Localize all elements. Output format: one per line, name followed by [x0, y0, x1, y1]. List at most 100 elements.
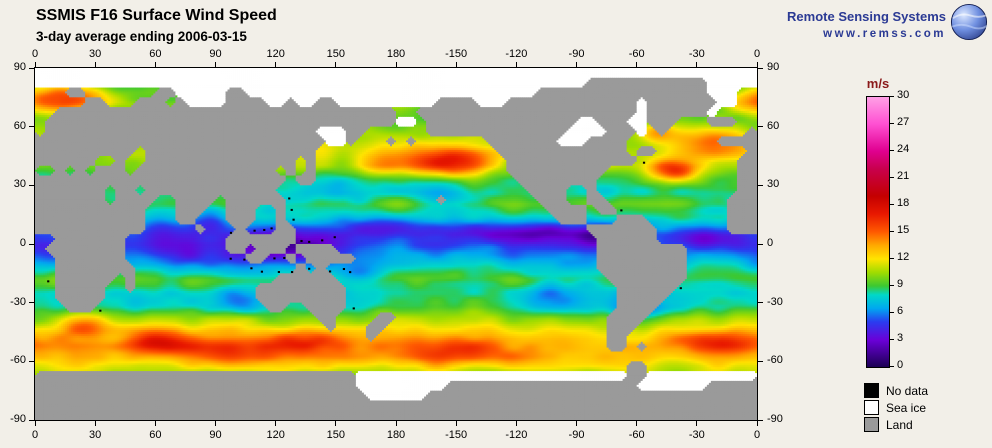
lon-tick-label: 0	[31, 429, 39, 441]
colorbar-tick-label: 6	[897, 305, 904, 317]
legend-item-no-data: No data	[864, 383, 928, 400]
legend-swatch-land	[864, 417, 879, 433]
lon-tick	[455, 421, 457, 426]
page-subtitle: 3-day average ending 2006-03-15	[36, 29, 247, 44]
lon-tick	[94, 62, 96, 67]
lat-tick-label: -90	[767, 413, 783, 425]
colorbar-tick-label: 18	[897, 197, 910, 209]
legend: No data Sea ice Land	[864, 383, 928, 434]
lat-tick	[29, 302, 34, 304]
lat-tick	[29, 360, 34, 362]
legend-label-sea-ice: Sea ice	[886, 400, 927, 415]
lon-tick	[34, 62, 36, 67]
rss-globe-logo	[950, 3, 988, 41]
lon-tick	[576, 62, 577, 67]
axis-bottom: 0 30 60 90 120 150 180 -150 -120 -90 -60 -30 0	[31, 421, 761, 445]
lon-tick	[395, 62, 397, 67]
lat-tick-label: 60	[767, 119, 780, 132]
lon-tick	[215, 62, 216, 67]
colorbar-tick-label: 15	[897, 224, 910, 236]
lon-tick-label: -150	[445, 429, 468, 441]
legend-swatch-no-data	[864, 383, 879, 399]
colorbar-ticks: 30 27 24 21 18 15 12 9 6 3 0	[890, 89, 930, 371]
colorbar-tick-label: 30	[897, 89, 910, 101]
lon-tick-label: 120	[266, 48, 285, 60]
lon-tick-label: 60	[149, 48, 162, 60]
lon-tick-label: 90	[209, 429, 222, 441]
colorbar-tick	[890, 95, 894, 97]
lon-tick-label: 180	[386, 48, 406, 60]
lat-tick	[758, 360, 763, 362]
colorbar-tick	[890, 338, 894, 340]
colorbar-tick	[890, 311, 894, 313]
lat-tick-label: -60	[767, 354, 783, 367]
lat-tick-label: -30	[767, 295, 783, 308]
colorbar-tick-label: 24	[897, 143, 910, 155]
brand-url-link[interactable]: www.remss.com	[823, 28, 946, 40]
lon-tick-label: 0	[753, 429, 761, 441]
colorbar-tick	[890, 176, 894, 178]
legend-label-land: Land	[886, 417, 913, 432]
lon-tick-label: -150	[445, 48, 468, 60]
lon-tick-label: 60	[149, 429, 162, 441]
lon-tick-label: 90	[209, 48, 222, 60]
lon-tick-label: -90	[568, 429, 585, 441]
lon-tick	[696, 421, 698, 426]
lon-tick	[636, 421, 638, 426]
colorbar-tick	[890, 365, 894, 367]
legend-swatch-sea-ice	[864, 400, 879, 416]
legend-item-land: Land	[864, 417, 928, 434]
lon-tick-label: -120	[505, 48, 528, 60]
legend-label-no-data: No data	[886, 383, 929, 398]
lat-tick-label: 60	[13, 119, 26, 132]
lon-tick-label: -30	[688, 48, 705, 60]
colorbar-tick	[890, 230, 894, 232]
lon-tick-label: 150	[326, 429, 346, 441]
lon-tick	[94, 421, 96, 426]
lon-tick-label: 0	[31, 48, 39, 60]
lon-tick-label: 180	[386, 429, 406, 441]
colorbar-tick	[890, 122, 894, 124]
lon-tick	[756, 421, 758, 426]
lat-tick	[758, 419, 763, 421]
colorbar-tick-label: 0	[897, 359, 904, 371]
colorbar-tick-label: 21	[897, 170, 910, 182]
lon-tick	[335, 421, 337, 426]
lat-tick-label: 30	[767, 178, 780, 191]
lat-tick	[29, 184, 34, 186]
lat-tick	[758, 126, 763, 128]
lat-tick-label: -90	[10, 413, 26, 425]
lon-tick-label: 30	[89, 429, 102, 441]
page-title: SSMIS F16 Surface Wind Speed	[36, 7, 277, 24]
lat-tick	[29, 126, 34, 128]
lon-tick-label: -90	[568, 48, 585, 60]
lat-tick-label: 0	[19, 237, 26, 249]
colorbar-unit-label: m/s	[866, 76, 890, 91]
lat-tick	[758, 302, 763, 304]
lat-tick-label: 30	[13, 178, 26, 191]
colorbar-tick	[890, 203, 894, 205]
lat-tick-label: 90	[13, 61, 26, 73]
lon-tick	[154, 421, 156, 426]
axis-left: 90 60 30 0 -30 -60 -90	[0, 61, 34, 425]
colorbar-tick-label: 27	[897, 116, 910, 128]
lat-tick-label: 0	[767, 237, 774, 249]
colorbar-tick	[890, 149, 894, 151]
lon-tick	[455, 62, 457, 67]
lat-tick	[758, 243, 763, 245]
brand-name: Remote Sensing Systems	[787, 9, 946, 24]
colorbar-tick-label: 12	[897, 251, 910, 263]
lon-tick-label: 30	[89, 48, 102, 60]
lon-tick	[275, 62, 277, 67]
axis-right: 90 60 30 0 -30 -60 -90	[758, 61, 798, 425]
lon-tick-label: -120	[505, 429, 528, 441]
lat-tick	[758, 184, 763, 186]
lon-tick	[756, 62, 758, 67]
lon-tick	[215, 421, 216, 426]
lon-tick	[395, 421, 397, 426]
lon-tick-label: -60	[628, 429, 645, 441]
lat-tick-label: -60	[10, 354, 26, 367]
lon-tick	[154, 62, 156, 67]
lat-tick	[29, 243, 34, 245]
